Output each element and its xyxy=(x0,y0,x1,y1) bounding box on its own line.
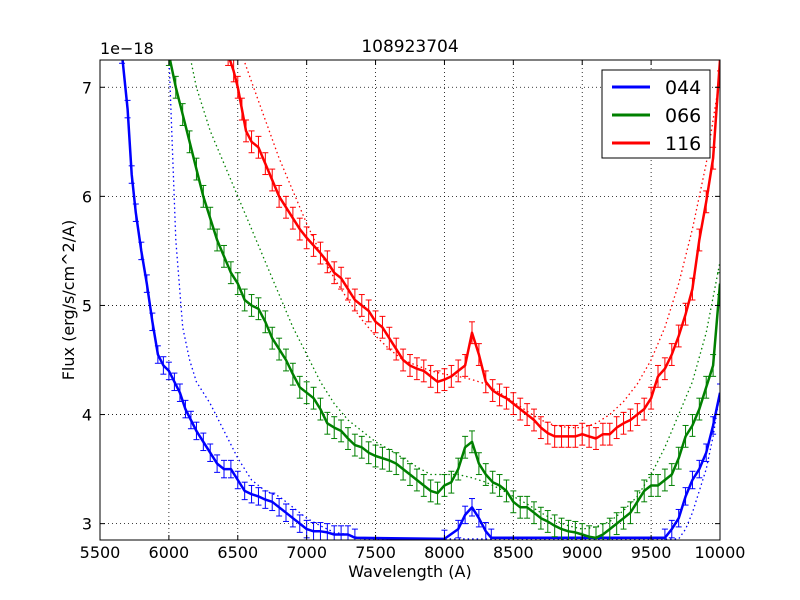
x-tick-label: 9000 xyxy=(562,543,603,562)
y-tick-label: 7 xyxy=(82,78,92,97)
data-line-044 xyxy=(121,60,720,540)
legend-label-066: 066 xyxy=(665,105,701,127)
x-tick-label: 8000 xyxy=(424,543,465,562)
x-tick-label: 8500 xyxy=(493,543,534,562)
legend-label-116: 116 xyxy=(665,133,701,155)
chart-title: 108923704 xyxy=(361,37,458,57)
model-line-116 xyxy=(243,60,720,429)
series-066 xyxy=(165,60,720,540)
legend-label-044: 044 xyxy=(665,77,701,99)
x-tick-label: 6500 xyxy=(217,543,258,562)
plot-frame xyxy=(99,59,721,541)
x-tick-label: 7000 xyxy=(286,543,327,562)
y-tick-label: 3 xyxy=(82,515,92,534)
legend: 044 066 116 xyxy=(601,69,711,159)
series-layer xyxy=(119,60,720,540)
y-offset-label: 1e−18 xyxy=(100,39,154,58)
x-tick-label: 7500 xyxy=(355,543,396,562)
series-044 xyxy=(119,60,720,540)
y-tick-label: 6 xyxy=(82,187,92,206)
data-line-116 xyxy=(228,60,720,440)
x-tick-label: 9500 xyxy=(631,543,672,562)
x-axis-label: Wavelength (A) xyxy=(348,562,471,581)
axis-ticks: 5500 6000 6500 7000 7500 8000 8500 9000 9500 1000… xyxy=(80,60,746,562)
model-line-044 xyxy=(168,60,720,540)
x-tick-label: 5500 xyxy=(80,543,121,562)
y-tick-label: 4 xyxy=(82,406,92,425)
y-axis-label: Flux (erg/s/cm^2/A) xyxy=(59,220,78,381)
x-tick-label: 6000 xyxy=(149,543,190,562)
y-tick-label: 5 xyxy=(82,296,92,315)
data-line-066 xyxy=(168,60,720,540)
series-116 xyxy=(225,60,720,450)
x-tick-label: 10000 xyxy=(695,543,746,562)
